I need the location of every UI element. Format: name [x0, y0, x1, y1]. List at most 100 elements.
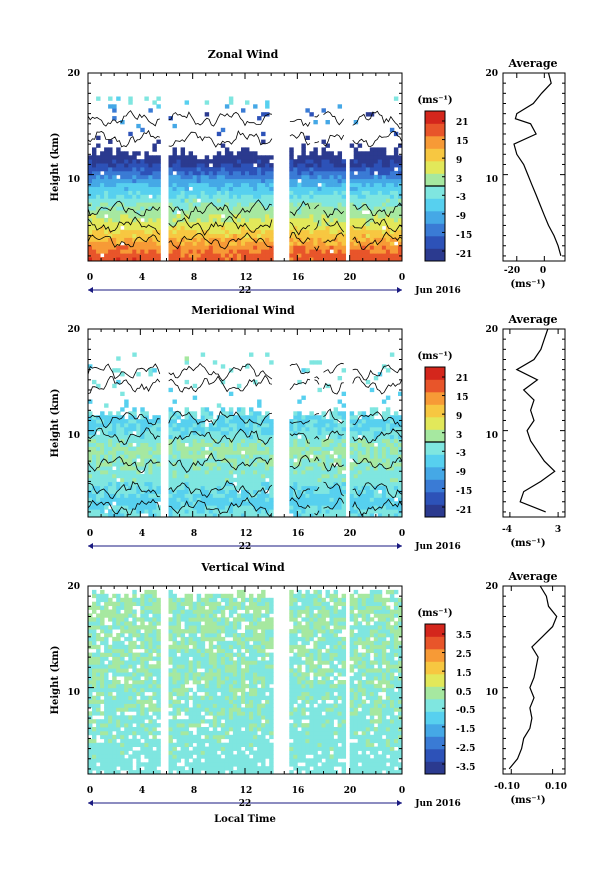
heatmap-cell — [192, 174, 198, 180]
heatmap-cell — [156, 442, 161, 447]
heatmap-cell — [257, 466, 262, 471]
heatmap-cell — [385, 473, 391, 479]
heatmap-cell — [188, 415, 194, 420]
heatmap-cell — [192, 501, 198, 506]
heatmap-cell — [241, 214, 246, 219]
heatmap-cell — [389, 481, 395, 487]
average-y-tick: 20 — [485, 325, 498, 335]
heatmap-cell — [317, 245, 322, 250]
heatmap-cell — [152, 221, 157, 227]
heatmap-cell — [116, 214, 121, 219]
heatmap-cell — [317, 163, 322, 168]
heatmap-cell — [381, 497, 387, 502]
heatmap-cell — [245, 186, 250, 191]
heatmap-cell — [236, 434, 242, 440]
heatmap-cell — [100, 411, 105, 416]
heatmap-cell — [152, 719, 157, 724]
heatmap-cell — [152, 442, 157, 447]
heatmap-cell — [398, 442, 403, 447]
heatmap-cell — [313, 454, 318, 459]
heatmap-cell — [212, 174, 218, 180]
heatmap-cell — [293, 170, 298, 176]
colorbar-tick: 21 — [456, 374, 469, 384]
heatmap-cell — [373, 155, 379, 160]
heatmap-cell — [377, 419, 383, 424]
heatmap-cell — [156, 233, 161, 238]
heatmap-cell — [349, 178, 355, 184]
heatmap-cell — [236, 430, 242, 436]
heatmap-cell — [108, 470, 113, 475]
heatmap-cell — [393, 190, 399, 195]
heatmap-cell — [236, 206, 242, 211]
heatmap-cell — [269, 225, 274, 231]
heatmap-cell — [144, 210, 149, 215]
heatmap-cell — [236, 442, 242, 447]
heatmap-cell — [261, 257, 266, 262]
heatmap-cell — [108, 664, 113, 669]
heatmap-cell — [144, 96, 149, 101]
heatmap-cell — [108, 644, 113, 650]
heatmap-cell — [373, 202, 379, 207]
heatmap-cell — [132, 676, 137, 681]
heatmap-cell — [192, 241, 198, 246]
heatmap-cell — [212, 505, 218, 510]
heatmap-cell — [220, 190, 226, 195]
heatmap-cell — [172, 454, 177, 459]
heatmap-cell — [96, 434, 101, 440]
heatmap-cell — [216, 249, 222, 254]
heatmap-cell — [196, 245, 202, 250]
heatmap-cell — [144, 194, 149, 199]
colorbar-tick: -9 — [456, 212, 466, 222]
heatmap-cell — [104, 202, 109, 207]
heatmap-cell — [144, 695, 149, 701]
heatmap-cell — [216, 233, 222, 238]
heatmap-cell — [232, 419, 238, 424]
heatmap-cell — [220, 233, 226, 238]
heatmap-cell — [144, 613, 149, 618]
heatmap-cell — [297, 379, 302, 385]
heatmap-cell — [398, 190, 403, 195]
heatmap-cell — [216, 221, 222, 227]
heatmap-cell — [305, 454, 310, 459]
heatmap-cell — [180, 493, 186, 498]
heatmap-cell — [176, 430, 182, 436]
heatmap-cell — [184, 159, 190, 164]
heatmap-cell — [96, 470, 101, 475]
heatmap-cell — [265, 442, 270, 447]
heatmap-cell — [148, 597, 153, 603]
heatmap-cell — [188, 229, 194, 235]
heatmap-cell — [112, 155, 117, 160]
heatmap-cell — [132, 613, 137, 618]
heatmap-cell — [228, 163, 234, 168]
heatmap-cell — [96, 621, 101, 626]
heatmap-cell — [333, 415, 339, 420]
heatmap-cell — [257, 229, 262, 235]
heatmap-cell — [112, 660, 117, 665]
heatmap-cell — [112, 178, 117, 184]
heatmap-cell — [393, 210, 399, 215]
heatmap-cell — [100, 513, 105, 518]
heatmap-cell — [152, 481, 157, 487]
heatmap-cell — [132, 625, 137, 630]
heatmap-cell — [168, 233, 173, 238]
heatmap-cell — [365, 217, 371, 223]
heatmap-cell — [96, 676, 101, 681]
heatmap-cell — [373, 210, 379, 215]
heatmap-cell — [317, 214, 322, 219]
heatmap-cell — [156, 253, 161, 258]
heatmap-cell — [313, 214, 318, 219]
heatmap-cell — [108, 687, 113, 693]
heatmap-cell — [245, 198, 250, 203]
heatmap-cell — [204, 100, 210, 105]
heatmap-cell — [232, 159, 238, 164]
heatmap-cell — [357, 214, 363, 219]
heatmap-cell — [353, 473, 359, 479]
heatmap-cell — [317, 477, 322, 483]
heatmap-cell — [325, 430, 330, 436]
heatmap-cell — [313, 151, 318, 156]
heatmap-cell — [361, 167, 367, 172]
heatmap-cell — [108, 629, 113, 634]
heatmap-cell — [309, 210, 314, 215]
heatmap-cell — [305, 194, 310, 199]
heatmap-cell — [253, 202, 258, 207]
